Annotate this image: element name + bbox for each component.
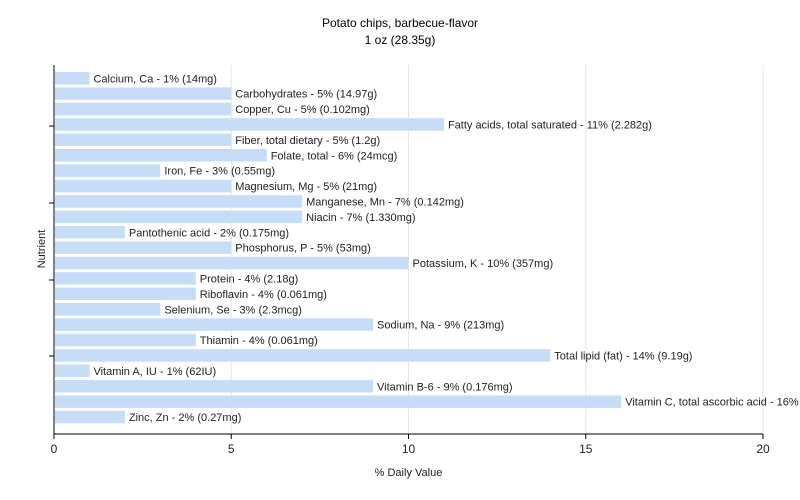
bar-label: Magnesium, Mg - 5% (21mg) [235, 181, 377, 193]
bar-label: Selenium, Se - 3% (2.3mcg) [164, 304, 302, 316]
bar [55, 349, 551, 362]
bar-label: Pantothenic acid - 2% (0.175mg) [129, 227, 289, 239]
bar [55, 318, 374, 331]
bar-label: Vitamin B-6 - 9% (0.176mg) [377, 381, 513, 393]
chart-subtitle: 1 oz (28.35g) [364, 33, 436, 47]
bar [55, 272, 196, 285]
bar-label: Phosphorus, P - 5% (53mg) [235, 243, 371, 255]
bar [55, 380, 374, 393]
bar [55, 72, 90, 85]
bar-label: Riboflavin - 4% (0.061mg) [200, 289, 327, 301]
x-ticks: 0 5 10 15 20 [51, 434, 770, 456]
bar [55, 333, 196, 347]
chart-title: Potato chips, barbecue-flavor [321, 16, 479, 30]
bar-label: Sodium, Na - 9% (213mg) [377, 320, 504, 332]
bar-label: Potassium, K - 10% (357mg) [413, 258, 554, 270]
bar [55, 241, 232, 254]
bar [55, 164, 161, 177]
bar [55, 226, 125, 239]
bar-label: Niacin - 7% (1.330mg) [306, 212, 415, 224]
bar-label: Thiamin - 4% (0.061mg) [200, 335, 318, 347]
x-tick-label: 0 [51, 442, 58, 456]
x-tick-label: 10 [402, 442, 416, 456]
bar-label: Folate, total - 6% (24mcg) [271, 150, 398, 162]
bar [55, 303, 161, 316]
bar-label: Fiber, total dietary - 5% (1.2g) [235, 135, 380, 147]
bar [55, 179, 232, 193]
bar-label: Zinc, Zn - 2% (0.27mg) [129, 412, 241, 424]
bar [55, 133, 232, 147]
x-tick-label: 15 [579, 442, 593, 456]
bar-label: Fatty acids, total saturated - 11% (2.28… [448, 119, 652, 131]
x-tick-label: 20 [756, 442, 770, 456]
bar [55, 149, 267, 162]
x-axis-label: % Daily Value [375, 467, 443, 479]
bar [55, 364, 90, 378]
bar-label: Carbohydrates - 5% (14.97g) [235, 89, 377, 101]
bar-label: Vitamin A, IU - 1% (62IU) [93, 366, 216, 378]
bar-label: Calcium, Ca - 1% (14mg) [93, 73, 216, 85]
x-tick-label: 5 [228, 442, 235, 456]
bar [55, 195, 303, 208]
bar [55, 395, 622, 408]
bar [55, 87, 232, 100]
bar-label: Total lipid (fat) - 14% (9.19g) [554, 350, 692, 362]
bars: Calcium, Ca - 1% (14mg) Carbohydrates - 5… [55, 72, 800, 424]
bar [55, 102, 232, 116]
bar [55, 287, 196, 301]
bar [55, 410, 125, 424]
bar [55, 256, 409, 270]
y-axis-label: Nutrient [36, 230, 48, 269]
bar-label: Protein - 4% (2.18g) [200, 273, 298, 285]
bar [55, 118, 444, 131]
bar-label: Manganese, Mn - 7% (0.142mg) [306, 196, 464, 208]
bar-label: Copper, Cu - 5% (0.102mg) [235, 104, 370, 116]
bar [55, 210, 303, 224]
bar-label: Vitamin C, total ascorbic acid - 16% (9.… [625, 397, 800, 409]
bar-label: Iron, Fe - 3% (0.55mg) [164, 166, 275, 178]
